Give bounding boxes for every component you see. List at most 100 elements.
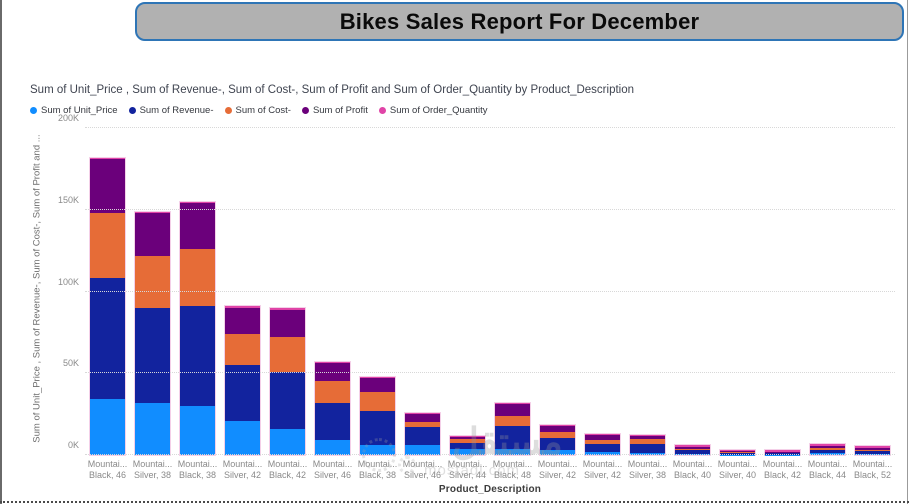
bar-segment[interactable] <box>270 309 305 338</box>
bar-segment[interactable] <box>405 421 440 428</box>
bar-segment[interactable] <box>585 433 620 436</box>
bar-segment[interactable] <box>720 451 755 453</box>
bar-segment[interactable] <box>540 450 575 455</box>
stacked-bar-silver-46[interactable] <box>405 412 440 455</box>
bar-segment[interactable] <box>720 449 755 452</box>
bar-segment[interactable] <box>135 213 170 256</box>
bar-segment[interactable] <box>765 453 800 455</box>
bar-segment[interactable] <box>675 446 710 449</box>
bar-segment[interactable] <box>855 446 890 448</box>
bar-segment[interactable] <box>360 376 395 379</box>
bar-segment[interactable] <box>315 440 350 455</box>
stacked-bar-black-48[interactable] <box>495 402 530 455</box>
legend-item[interactable]: Sum of Profit <box>301 105 368 116</box>
legend-item[interactable]: Sum of Order_Quantity <box>378 105 488 116</box>
bar-segment[interactable] <box>810 445 845 448</box>
bar-segment[interactable] <box>855 451 890 455</box>
bar-segment[interactable] <box>225 365 260 421</box>
bar-segment[interactable] <box>540 432 575 438</box>
bar-segment[interactable] <box>495 404 530 416</box>
bar-segment[interactable] <box>180 249 215 307</box>
bar-segment[interactable] <box>225 307 260 335</box>
stacked-bar-black-42[interactable] <box>270 308 305 455</box>
legend-item[interactable]: Sum of Cost- <box>224 105 291 116</box>
bar-segment[interactable] <box>675 448 710 451</box>
stacked-bar-silver-42[interactable] <box>225 306 260 455</box>
stacked-bar-silver-46[interactable] <box>315 361 350 455</box>
bar-segment[interactable] <box>585 451 620 455</box>
bar-segment[interactable] <box>630 434 665 437</box>
bar-segment[interactable] <box>135 211 170 214</box>
bar-segment[interactable] <box>90 399 125 455</box>
bar-segment[interactable] <box>495 449 530 455</box>
bar-segment[interactable] <box>180 203 215 250</box>
bar-segment[interactable] <box>450 442 485 450</box>
stacked-bar-silver-38[interactable] <box>135 211 170 455</box>
legend-item[interactable]: Sum of Revenue- <box>128 105 214 116</box>
bar-segment[interactable] <box>450 449 485 455</box>
bar-segment[interactable] <box>585 435 620 441</box>
bar-segment[interactable] <box>405 427 440 446</box>
bar-segment[interactable] <box>405 445 440 455</box>
bar-segment[interactable] <box>90 278 125 400</box>
bar-cell <box>355 128 400 455</box>
bar-segment[interactable] <box>270 337 305 372</box>
bar-segment[interactable] <box>855 449 890 452</box>
stacked-bar-silver-44[interactable] <box>450 435 485 455</box>
bar-segment[interactable] <box>765 451 800 453</box>
bar-segment[interactable] <box>135 402 170 455</box>
bar-segment[interactable] <box>585 443 620 452</box>
bar-segment[interactable] <box>90 157 125 160</box>
bar-segment[interactable] <box>630 452 665 455</box>
bar-segment[interactable] <box>225 306 260 308</box>
bar-segment[interactable] <box>225 334 260 366</box>
bar-segment[interactable] <box>720 452 755 455</box>
bar-segment[interactable] <box>315 381 350 403</box>
bar-segment[interactable] <box>90 159 125 214</box>
stacked-bar-black-46[interactable] <box>90 157 125 455</box>
bar-segment[interactable] <box>585 440 620 444</box>
bar-segment[interactable] <box>495 426 530 450</box>
bar-segment[interactable] <box>675 450 710 455</box>
bar-segment[interactable] <box>450 435 485 438</box>
bar-segment[interactable] <box>90 213 125 279</box>
bar-segment[interactable] <box>765 450 800 452</box>
bar-segment[interactable] <box>270 428 305 455</box>
bar-segment[interactable] <box>360 378 395 393</box>
bar-segment[interactable] <box>495 415 530 427</box>
bar-segment[interactable] <box>360 392 395 411</box>
stacked-bar-silver-42[interactable] <box>540 424 575 455</box>
bar-segment[interactable] <box>810 447 845 450</box>
stacked-bar-silver-38[interactable] <box>630 434 665 455</box>
bar-segment[interactable] <box>315 402 350 441</box>
bar-segment[interactable] <box>765 452 800 454</box>
bar-segment[interactable] <box>540 437 575 451</box>
legend-item[interactable]: Sum of Unit_Price <box>30 105 118 116</box>
bar-segment[interactable] <box>855 447 890 450</box>
bar-segment[interactable] <box>720 452 755 453</box>
bar-segment[interactable] <box>630 436 665 440</box>
bar-segment[interactable] <box>630 444 665 453</box>
bar-segment[interactable] <box>495 402 530 405</box>
bar-segment[interactable] <box>540 424 575 427</box>
bar-segment[interactable] <box>405 412 440 415</box>
bar-segment[interactable] <box>540 426 575 433</box>
bar-segment[interactable] <box>405 414 440 422</box>
bar-segment[interactable] <box>135 255 170 308</box>
bar-segment[interactable] <box>270 308 305 310</box>
bar-segment[interactable] <box>270 371 305 429</box>
bar-segment[interactable] <box>315 361 350 364</box>
bar-segment[interactable] <box>135 307 170 403</box>
bar-segment[interactable] <box>225 420 260 455</box>
bar-segment[interactable] <box>180 306 215 406</box>
bar-segment[interactable] <box>630 439 665 445</box>
bar-segment[interactable] <box>810 449 845 454</box>
stacked-bar-silver-42[interactable] <box>585 433 620 455</box>
bar-segment[interactable] <box>675 445 710 447</box>
bar-segment[interactable] <box>810 444 845 446</box>
bar-segment[interactable] <box>180 406 215 455</box>
bar-segment[interactable] <box>180 201 215 204</box>
bar-segment[interactable] <box>450 437 485 439</box>
bar-segment[interactable] <box>450 438 485 443</box>
stacked-bar-black-38[interactable] <box>180 201 215 455</box>
